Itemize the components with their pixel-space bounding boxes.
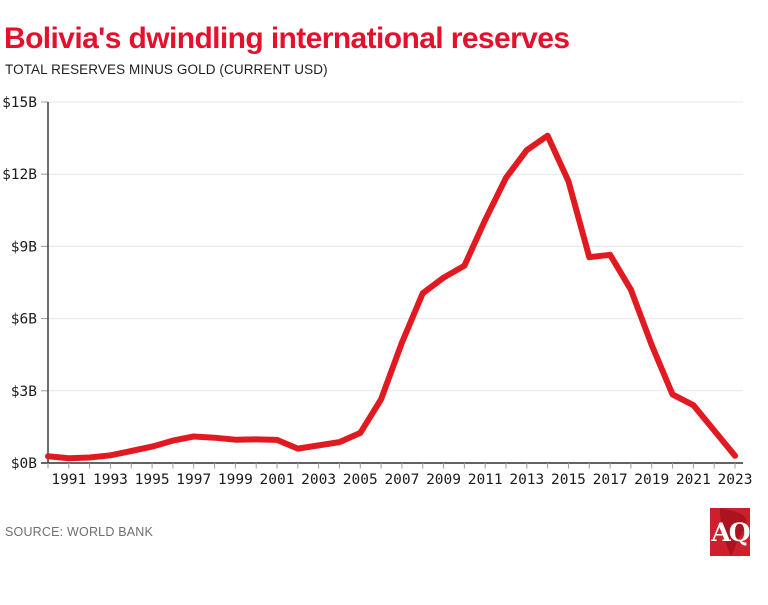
chart-title: Bolivia's dwindling international reserv… — [4, 22, 570, 55]
x-tick-label: 2013 — [509, 472, 544, 488]
y-tick-label: $0B — [11, 456, 37, 472]
logo-background — [710, 508, 750, 556]
source-note: SOURCE: WORLD BANK — [5, 525, 154, 539]
x-tick-label: 2021 — [676, 472, 711, 488]
y-tick-label: $9B — [11, 239, 37, 255]
x-tick-label: 2023 — [718, 472, 753, 488]
x-tick-label: 1995 — [135, 472, 170, 488]
x-tick-label: 2009 — [426, 472, 461, 488]
chart-area: $0B $3B $6B $9B $12B $15B 1991 1993 1995 1997 1999… — [0, 85, 768, 500]
x-tick-label: 2011 — [468, 472, 503, 488]
y-tick-label: $6B — [11, 312, 37, 328]
y-tick-label: $3B — [11, 384, 37, 400]
aq-logo: AQ — [710, 508, 750, 556]
x-tick-label: 2015 — [551, 472, 586, 488]
logo-text: AQ — [711, 518, 750, 547]
reserves-line-series — [45, 132, 738, 462]
x-tick-label: 2001 — [260, 472, 295, 488]
x-tick-label: 2003 — [301, 472, 336, 488]
south-america-map-icon — [719, 508, 747, 556]
x-tick-label: 1993 — [93, 472, 128, 488]
y-tick-label: $15B — [2, 95, 37, 111]
x-tick-label: 1999 — [218, 472, 253, 488]
chart-subtitle: TOTAL RESERVES MINUS GOLD (CURRENT USD) — [5, 62, 328, 77]
x-tick-label: 2007 — [384, 472, 419, 488]
chart-svg: $0B $3B $6B $9B $12B $15B 1991 1993 1995 1997 1999… — [2, 95, 753, 488]
x-tick-label: 1991 — [51, 472, 86, 488]
x-tick-label: 2017 — [593, 472, 628, 488]
x-tick-label: 2019 — [634, 472, 669, 488]
x-tick-label: 2005 — [343, 472, 378, 488]
x-tick-label: 1997 — [176, 472, 211, 488]
y-tick-label: $12B — [2, 167, 37, 183]
